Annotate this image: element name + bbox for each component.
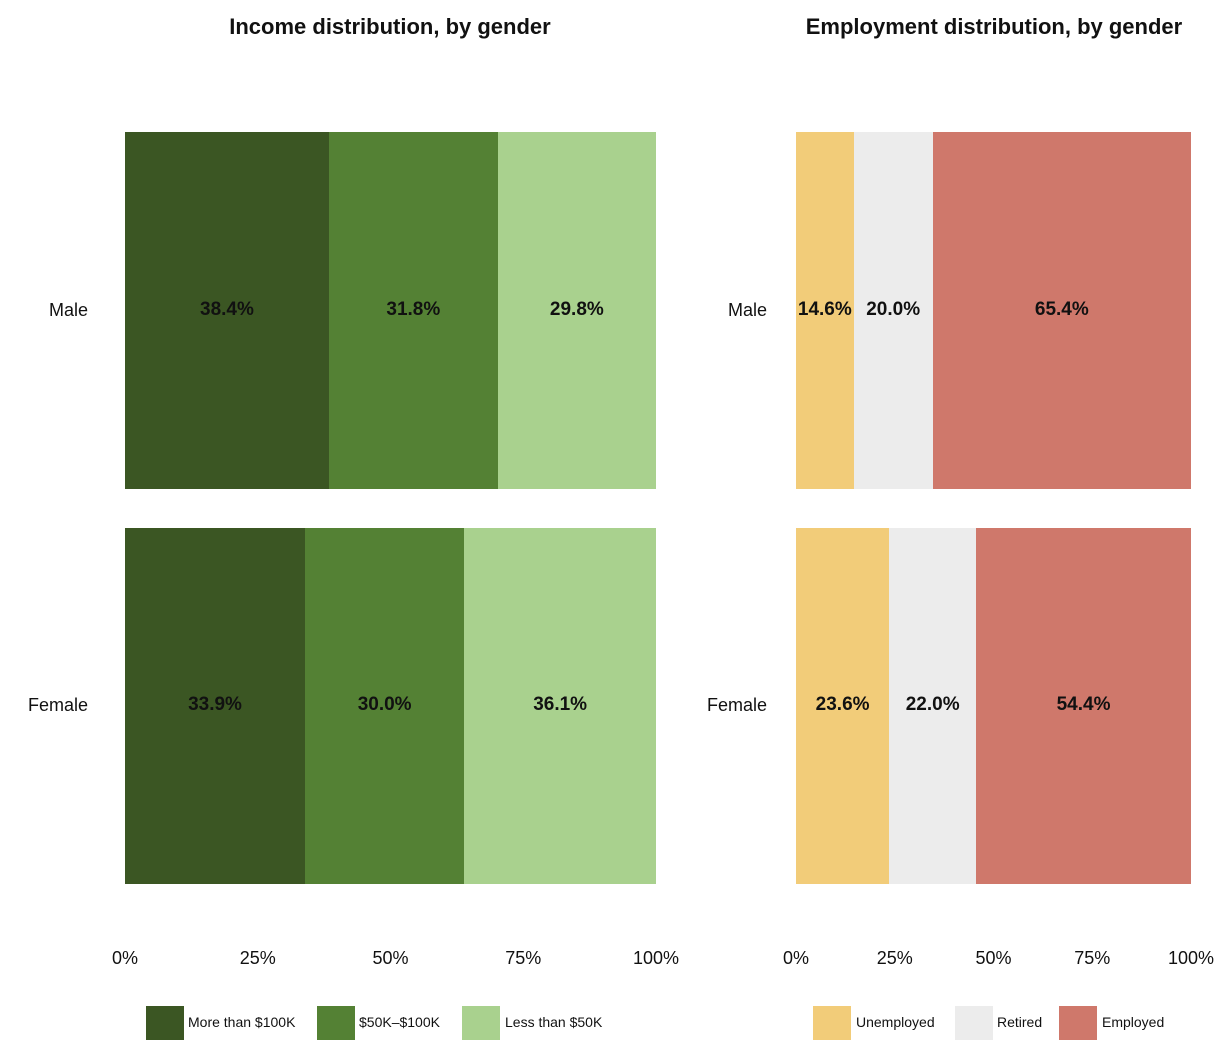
legend-swatch	[1059, 1006, 1097, 1040]
legend-label: Unemployed	[856, 1014, 935, 1030]
x-tick-label: 75%	[1074, 948, 1111, 968]
x-tick-label: 25%	[876, 948, 913, 968]
data-label: 29.8%	[549, 298, 604, 320]
x-tick-label: 50%	[975, 948, 1012, 968]
data-label: 22.0%	[905, 694, 960, 715]
x-tick-label: 0%	[111, 948, 139, 968]
bar-segment	[976, 528, 1191, 884]
bar-segment	[796, 132, 854, 489]
bar-segment	[125, 132, 329, 489]
chart-title: Income distribution, by gender	[229, 14, 551, 39]
chart-title: Employment distribution, by gender	[805, 14, 1183, 39]
x-tick-label: 75%	[505, 948, 542, 968]
legend-label: Retired	[997, 1014, 1043, 1030]
data-label: 23.6%	[815, 694, 870, 715]
row-label-female: Female	[27, 695, 88, 715]
bar-segment	[125, 528, 305, 884]
bar-segment	[305, 528, 465, 884]
bar-segment	[796, 528, 890, 884]
data-label: 36.1%	[533, 694, 588, 715]
bar-segment	[497, 132, 656, 489]
bar-segment	[464, 528, 656, 884]
row-label-male: Male	[48, 299, 88, 320]
legend-swatch	[317, 1006, 355, 1040]
x-tick-label: 100%	[632, 948, 680, 968]
legend-swatch	[955, 1006, 993, 1040]
legend-label: $50K–$100K	[359, 1014, 440, 1030]
row-label-male: Male	[727, 299, 767, 320]
x-tick-label: 0%	[782, 948, 810, 968]
row-label-female: Female	[706, 695, 767, 715]
bar-segment	[889, 528, 977, 884]
legend-swatch	[813, 1006, 851, 1040]
x-tick-label: 50%	[372, 948, 409, 968]
data-label: 30.0%	[357, 694, 412, 715]
data-label: 38.4%	[200, 298, 254, 320]
data-label: 31.8%	[386, 298, 441, 320]
legend-label: More than $100K	[188, 1014, 296, 1030]
legend-swatch	[462, 1006, 500, 1040]
data-label: 20.0%	[866, 298, 921, 320]
bar-segment	[328, 132, 498, 489]
data-label: 33.9%	[188, 694, 242, 715]
data-label: 14.6%	[797, 298, 852, 320]
data-label: 54.4%	[1056, 694, 1111, 715]
legend-label: Employed	[1102, 1014, 1165, 1030]
x-tick-label: 25%	[239, 948, 276, 968]
legend-swatch	[146, 1006, 184, 1040]
bar-segment	[853, 132, 933, 489]
data-label: 65.4%	[1034, 298, 1089, 320]
legend-label: Less than $50K	[505, 1014, 603, 1030]
bar-segment	[932, 132, 1191, 489]
x-tick-label: 100%	[1167, 948, 1215, 968]
